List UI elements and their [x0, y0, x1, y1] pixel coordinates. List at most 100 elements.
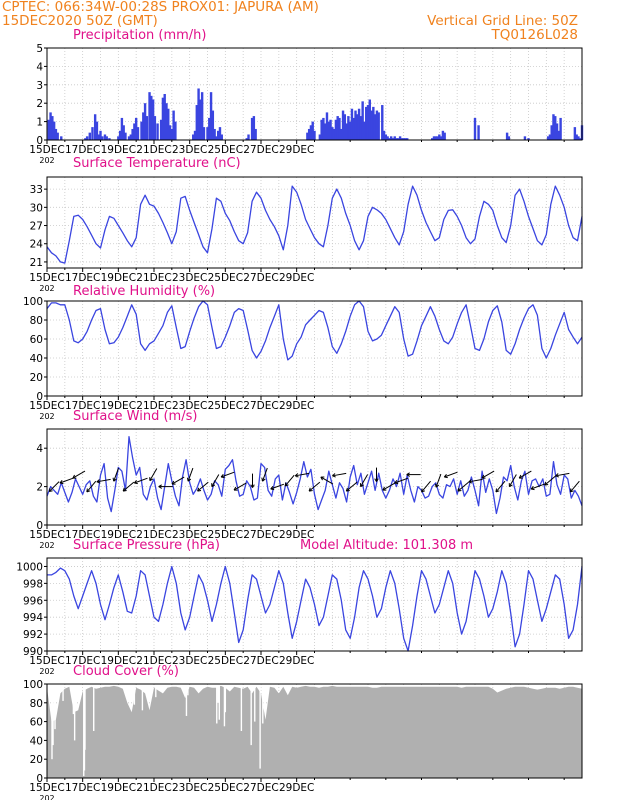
wind-arrow-head	[211, 483, 216, 488]
y-tick-label: 1000	[16, 561, 43, 573]
precip-bar	[372, 106, 375, 140]
x-tick-label: 27DEC	[243, 782, 278, 794]
x-tick-label: 17DEC	[65, 144, 100, 156]
precip-bar	[103, 134, 107, 140]
precip-bar	[161, 97, 165, 140]
precip-bar	[368, 99, 371, 140]
wind-arrow	[421, 480, 431, 493]
cloud-dip	[84, 684, 86, 750]
precip-bar	[363, 121, 366, 140]
cloud-dip	[250, 684, 252, 746]
precip-bar	[507, 136, 511, 140]
y-tick-label: 24	[30, 239, 44, 251]
y-tick-label: 80	[30, 698, 43, 710]
precip-bar	[381, 105, 384, 140]
precip-bar	[318, 134, 322, 140]
precip-bar	[550, 125, 553, 140]
cloud-dip	[52, 684, 54, 746]
precip-bar	[473, 117, 477, 140]
precip-bar	[384, 134, 388, 140]
wind-arrow	[518, 470, 532, 479]
wind-arrow	[481, 470, 495, 479]
x-tick-label: 29DEC	[279, 272, 314, 284]
precip-bar	[170, 128, 174, 140]
y-tick-label: 100	[23, 679, 43, 691]
wind-arrow	[134, 477, 148, 484]
wind-arrow	[444, 471, 458, 478]
wind-arrow-head	[332, 473, 336, 478]
precip-bar	[356, 114, 359, 140]
panel-annotation: Model Altitude: 101.308 m	[300, 538, 473, 553]
y-tick-label: 996	[23, 595, 43, 607]
precip-bar	[165, 103, 168, 140]
precip-bar	[129, 134, 133, 140]
y-tick-label: 0	[36, 391, 43, 403]
precip-bar	[375, 110, 379, 140]
wind-arrow	[332, 472, 347, 477]
cloud-dip	[62, 684, 64, 701]
wind-arrow-head	[360, 483, 364, 488]
precip-bar	[153, 116, 157, 140]
x-tick-label: 23DEC	[172, 782, 207, 794]
y-tick-label: 20	[30, 372, 43, 384]
precip-bar	[357, 108, 361, 140]
precip-bar	[366, 105, 370, 140]
precip-bar	[199, 99, 202, 140]
wind-arrow	[96, 478, 111, 483]
precip-bar	[505, 132, 509, 140]
wind-arrow-head	[544, 481, 549, 486]
header: CPTEC: 066:34W-00:28S PROX01: JAPURA (AM…	[0, 0, 618, 45]
precip-bar	[95, 121, 99, 140]
x-tick-label: 21DEC	[136, 782, 171, 794]
precip-bar	[306, 132, 309, 140]
wind-arrow-head	[261, 477, 266, 482]
precip-bar	[365, 106, 368, 140]
precip-bar	[343, 114, 347, 140]
x-tick-label: 19DEC	[101, 400, 136, 412]
precip-bar	[345, 123, 348, 140]
precip-bar	[172, 110, 175, 140]
wind-arrow-head	[72, 474, 77, 479]
x-tick-label: 19DEC	[101, 782, 136, 794]
precip-bar	[192, 134, 195, 140]
panel-title: Surface Temperature (nC)	[73, 156, 241, 171]
cloud-dip	[259, 684, 261, 769]
x-tick-label: 23DEC	[172, 655, 207, 667]
cloud-dip	[223, 684, 226, 727]
precip-bar	[215, 136, 218, 140]
x-tick-label: 27DEC	[243, 400, 278, 412]
precip-bar	[382, 130, 386, 140]
precip-bar	[404, 138, 407, 140]
precip-bar	[579, 138, 582, 140]
cloud-dip	[240, 684, 243, 731]
precip-bar	[575, 134, 578, 140]
cloud-dip	[216, 684, 218, 724]
precip-bar	[557, 130, 561, 140]
precip-bar	[334, 119, 338, 140]
x-year-label: 202	[39, 156, 54, 165]
wind-arrow-head	[284, 482, 289, 487]
precip-bar	[554, 116, 557, 140]
wind-arrow-head	[508, 483, 513, 488]
precip-bar	[546, 136, 550, 140]
precip-bar	[151, 99, 155, 140]
precip-bar	[142, 112, 145, 140]
cloud-area	[47, 685, 582, 778]
x-tick-label: 17DEC	[65, 529, 100, 541]
wind-arrow-head	[495, 488, 500, 493]
x-tick-label: 29DEC	[279, 655, 314, 667]
cloud-dip	[141, 684, 144, 711]
precip-bar	[573, 127, 577, 140]
wind-arrow	[508, 474, 517, 487]
y-tick-label: 60	[30, 334, 43, 346]
precip-bar	[322, 117, 325, 140]
precip-bar	[332, 128, 336, 140]
wind-arrow-head	[86, 488, 91, 493]
precip-bar	[398, 136, 402, 140]
precip-bar	[93, 114, 97, 140]
wind-arrow	[308, 481, 321, 492]
wind-arrow-head	[96, 479, 101, 484]
x-tick-label: 21DEC	[136, 272, 171, 284]
precip-bar	[167, 108, 170, 140]
precip-bar	[432, 136, 436, 140]
